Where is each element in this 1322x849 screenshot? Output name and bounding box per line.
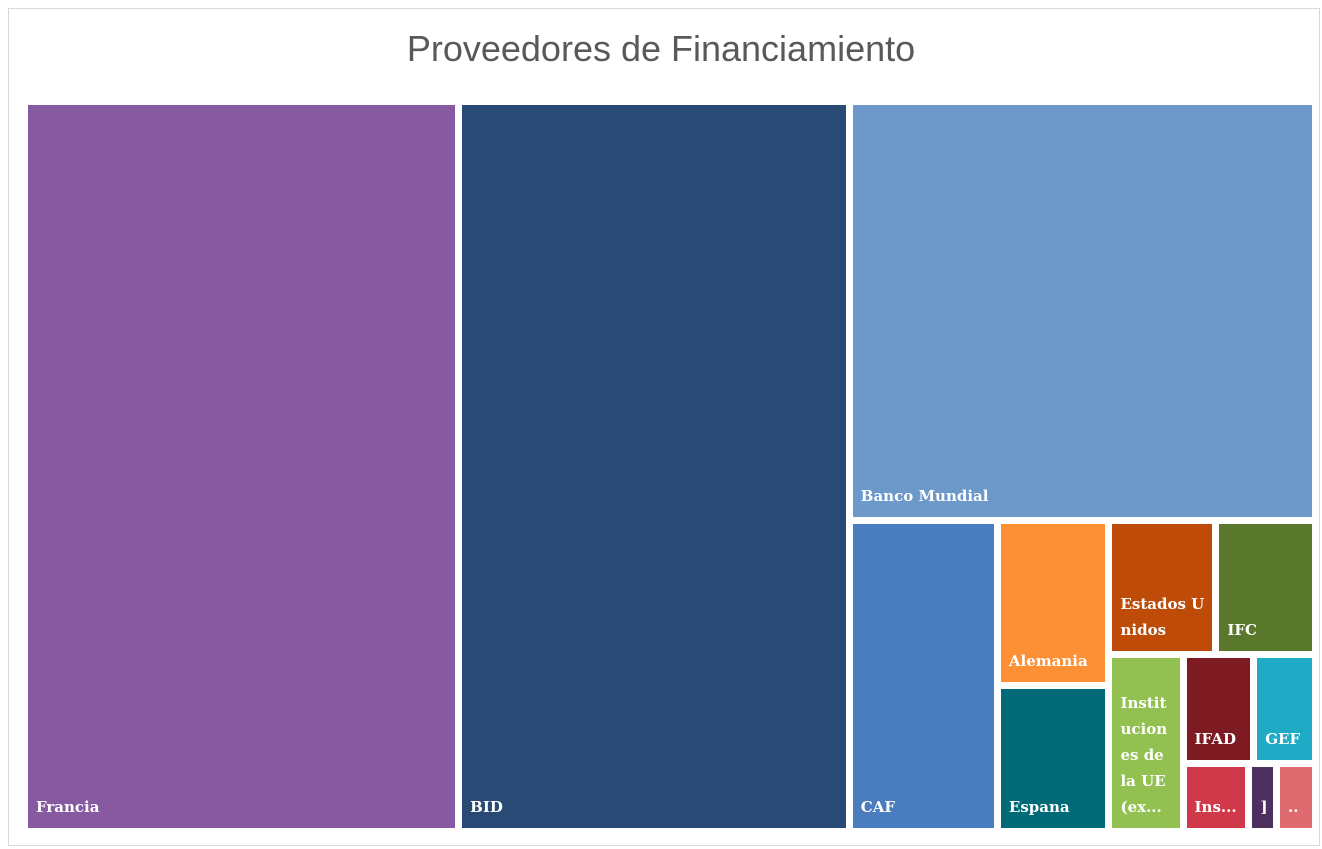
tile-label: .. — [1287, 797, 1299, 816]
treemap-tile: .. — [1279, 766, 1312, 828]
tile-label: Alemania — [1008, 652, 1088, 671]
treemap-tile: Alemania — [1000, 523, 1106, 683]
treemap-tile: Ins... — [1186, 766, 1246, 828]
treemap-tile: Estados Unidos — [1112, 523, 1213, 651]
treemap-tile: BID — [462, 105, 846, 828]
treemap-tile: GEF — [1257, 657, 1312, 760]
treemap-tile: Banco Mundial — [852, 105, 1312, 517]
tile-label: Estados Unidos — [1120, 594, 1205, 639]
tile-label: Banco Mundial — [860, 486, 989, 505]
tile-label: BID — [470, 798, 503, 816]
tile-label: ] — [1260, 797, 1268, 816]
chart-title: Proveedores de Financiamiento — [406, 28, 916, 69]
tile-label: GEF — [1265, 729, 1301, 748]
tile-label: IFC — [1227, 620, 1257, 639]
tile-label: Instituciones de la UE (ex... — [1120, 693, 1168, 816]
treemap-tile: Espana — [1000, 689, 1106, 828]
tile-label: Ins... — [1194, 797, 1237, 816]
tile-label: Francia — [36, 798, 100, 816]
tile-label: IFAD — [1194, 729, 1236, 748]
treemap-tile: Francia — [28, 105, 456, 828]
treemap-tile: IFAD — [1186, 657, 1251, 760]
tile-label: CAF — [860, 797, 896, 816]
treemap-tile: ] — [1252, 766, 1273, 828]
treemap-tile: CAF — [852, 523, 994, 828]
tile-label: Espana — [1008, 797, 1070, 816]
treemap-tile: Instituciones de la UE (ex... — [1112, 657, 1180, 828]
treemap-tile: IFC — [1219, 523, 1312, 651]
chart-frame — [8, 8, 1320, 846]
